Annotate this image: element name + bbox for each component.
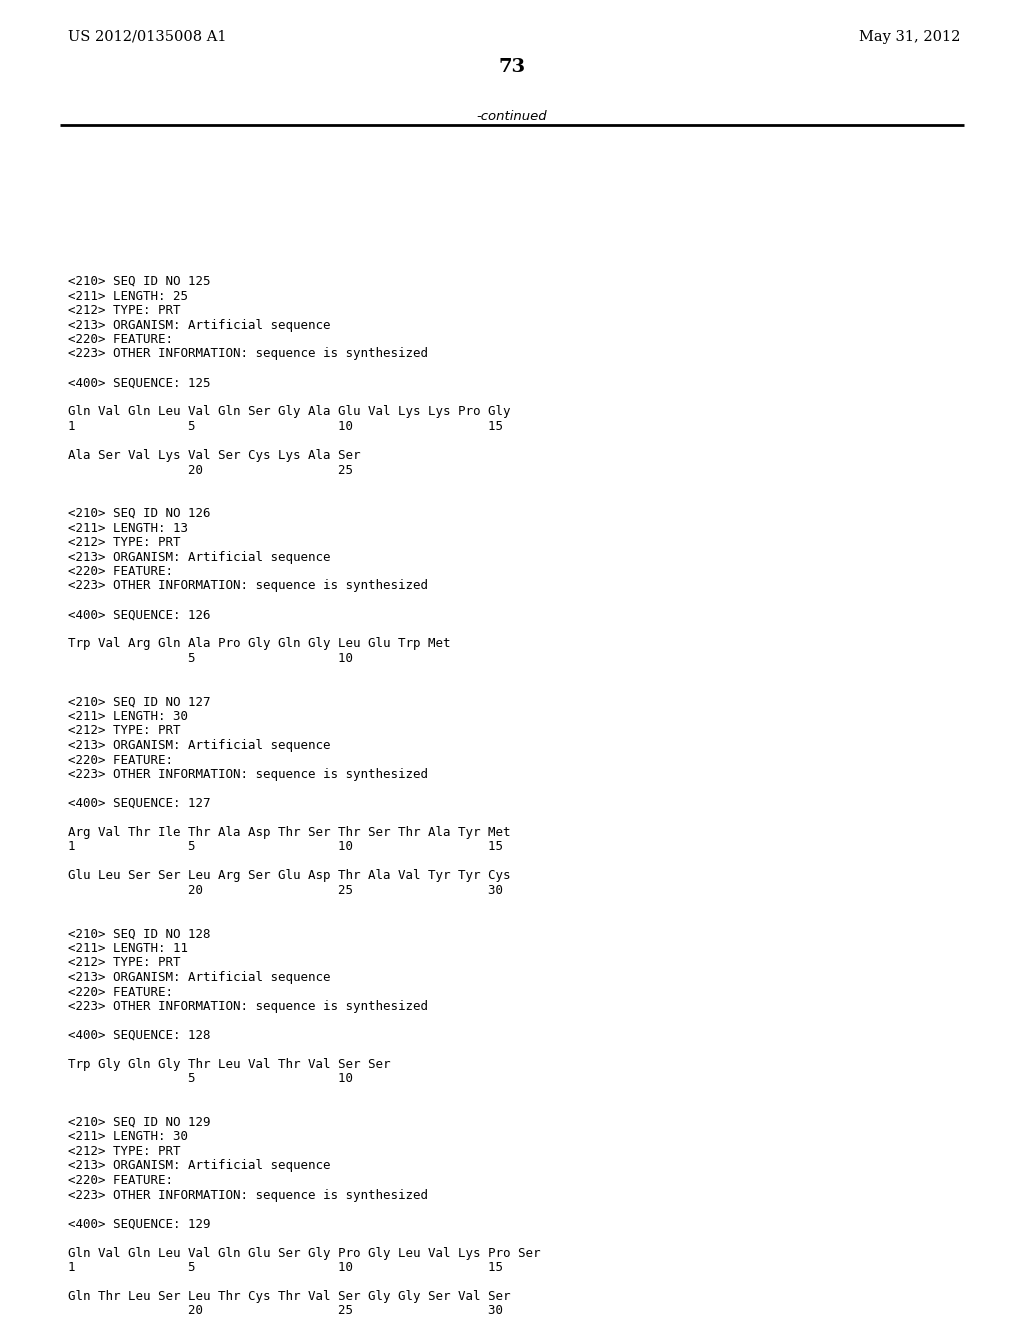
Text: 1               5                   10                  15: 1 5 10 15 — [68, 420, 503, 433]
Text: <220> FEATURE:: <220> FEATURE: — [68, 986, 173, 998]
Text: <211> LENGTH: 13: <211> LENGTH: 13 — [68, 521, 188, 535]
Text: 20                  25                  30: 20 25 30 — [68, 1304, 503, 1317]
Text: <212> TYPE: PRT: <212> TYPE: PRT — [68, 1144, 180, 1158]
Text: <213> ORGANISM: Artificial sequence: <213> ORGANISM: Artificial sequence — [68, 739, 331, 752]
Text: 1               5                   10                  15: 1 5 10 15 — [68, 841, 503, 854]
Text: <211> LENGTH: 25: <211> LENGTH: 25 — [68, 289, 188, 302]
Text: <223> OTHER INFORMATION: sequence is synthesized: <223> OTHER INFORMATION: sequence is syn… — [68, 1188, 428, 1201]
Text: <210> SEQ ID NO 127: <210> SEQ ID NO 127 — [68, 696, 211, 709]
Text: <223> OTHER INFORMATION: sequence is synthesized: <223> OTHER INFORMATION: sequence is syn… — [68, 1001, 428, 1012]
Text: <211> LENGTH: 30: <211> LENGTH: 30 — [68, 710, 188, 723]
Text: Glu Leu Ser Ser Leu Arg Ser Glu Asp Thr Ala Val Tyr Tyr Cys: Glu Leu Ser Ser Leu Arg Ser Glu Asp Thr … — [68, 870, 511, 883]
Text: Gln Thr Leu Ser Leu Thr Cys Thr Val Ser Gly Gly Ser Val Ser: Gln Thr Leu Ser Leu Thr Cys Thr Val Ser … — [68, 1290, 511, 1303]
Text: Arg Val Thr Ile Thr Ala Asp Thr Ser Thr Ser Thr Ala Tyr Met: Arg Val Thr Ile Thr Ala Asp Thr Ser Thr … — [68, 826, 511, 840]
Text: <400> SEQUENCE: 128: <400> SEQUENCE: 128 — [68, 1030, 211, 1041]
Text: 73: 73 — [499, 58, 525, 77]
Text: 1               5                   10                  15: 1 5 10 15 — [68, 1261, 503, 1274]
Text: <213> ORGANISM: Artificial sequence: <213> ORGANISM: Artificial sequence — [68, 1159, 331, 1172]
Text: <223> OTHER INFORMATION: sequence is synthesized: <223> OTHER INFORMATION: sequence is syn… — [68, 768, 428, 781]
Text: <211> LENGTH: 30: <211> LENGTH: 30 — [68, 1130, 188, 1143]
Text: <220> FEATURE:: <220> FEATURE: — [68, 1173, 173, 1187]
Text: <213> ORGANISM: Artificial sequence: <213> ORGANISM: Artificial sequence — [68, 972, 331, 983]
Text: <400> SEQUENCE: 126: <400> SEQUENCE: 126 — [68, 609, 211, 622]
Text: 5                   10: 5 10 — [68, 1072, 353, 1085]
Text: Ala Ser Val Lys Val Ser Cys Lys Ala Ser: Ala Ser Val Lys Val Ser Cys Lys Ala Ser — [68, 449, 360, 462]
Text: -continued: -continued — [477, 110, 547, 123]
Text: <211> LENGTH: 11: <211> LENGTH: 11 — [68, 942, 188, 954]
Text: <210> SEQ ID NO 126: <210> SEQ ID NO 126 — [68, 507, 211, 520]
Text: <212> TYPE: PRT: <212> TYPE: PRT — [68, 957, 180, 969]
Text: <400> SEQUENCE: 129: <400> SEQUENCE: 129 — [68, 1217, 211, 1230]
Text: Gln Val Gln Leu Val Gln Ser Gly Ala Glu Val Lys Lys Pro Gly: Gln Val Gln Leu Val Gln Ser Gly Ala Glu … — [68, 405, 511, 418]
Text: 20                  25                  30: 20 25 30 — [68, 884, 503, 898]
Text: <213> ORGANISM: Artificial sequence: <213> ORGANISM: Artificial sequence — [68, 550, 331, 564]
Text: May 31, 2012: May 31, 2012 — [859, 30, 961, 44]
Text: 20                  25: 20 25 — [68, 463, 353, 477]
Text: Trp Val Arg Gln Ala Pro Gly Gln Gly Leu Glu Trp Met: Trp Val Arg Gln Ala Pro Gly Gln Gly Leu … — [68, 638, 451, 651]
Text: <400> SEQUENCE: 125: <400> SEQUENCE: 125 — [68, 376, 211, 389]
Text: <223> OTHER INFORMATION: sequence is synthesized: <223> OTHER INFORMATION: sequence is syn… — [68, 579, 428, 593]
Text: US 2012/0135008 A1: US 2012/0135008 A1 — [68, 30, 226, 44]
Text: <220> FEATURE:: <220> FEATURE: — [68, 754, 173, 767]
Text: <212> TYPE: PRT: <212> TYPE: PRT — [68, 725, 180, 738]
Text: <212> TYPE: PRT: <212> TYPE: PRT — [68, 536, 180, 549]
Text: <213> ORGANISM: Artificial sequence: <213> ORGANISM: Artificial sequence — [68, 318, 331, 331]
Text: <220> FEATURE:: <220> FEATURE: — [68, 565, 173, 578]
Text: <400> SEQUENCE: 127: <400> SEQUENCE: 127 — [68, 797, 211, 810]
Text: 5                   10: 5 10 — [68, 652, 353, 665]
Text: Gln Val Gln Leu Val Gln Glu Ser Gly Pro Gly Leu Val Lys Pro Ser: Gln Val Gln Leu Val Gln Glu Ser Gly Pro … — [68, 1246, 541, 1259]
Text: <223> OTHER INFORMATION: sequence is synthesized: <223> OTHER INFORMATION: sequence is syn… — [68, 347, 428, 360]
Text: Trp Gly Gln Gly Thr Leu Val Thr Val Ser Ser: Trp Gly Gln Gly Thr Leu Val Thr Val Ser … — [68, 1059, 390, 1071]
Text: <212> TYPE: PRT: <212> TYPE: PRT — [68, 304, 180, 317]
Text: <210> SEQ ID NO 129: <210> SEQ ID NO 129 — [68, 1115, 211, 1129]
Text: <220> FEATURE:: <220> FEATURE: — [68, 333, 173, 346]
Text: <210> SEQ ID NO 128: <210> SEQ ID NO 128 — [68, 928, 211, 940]
Text: <210> SEQ ID NO 125: <210> SEQ ID NO 125 — [68, 275, 211, 288]
